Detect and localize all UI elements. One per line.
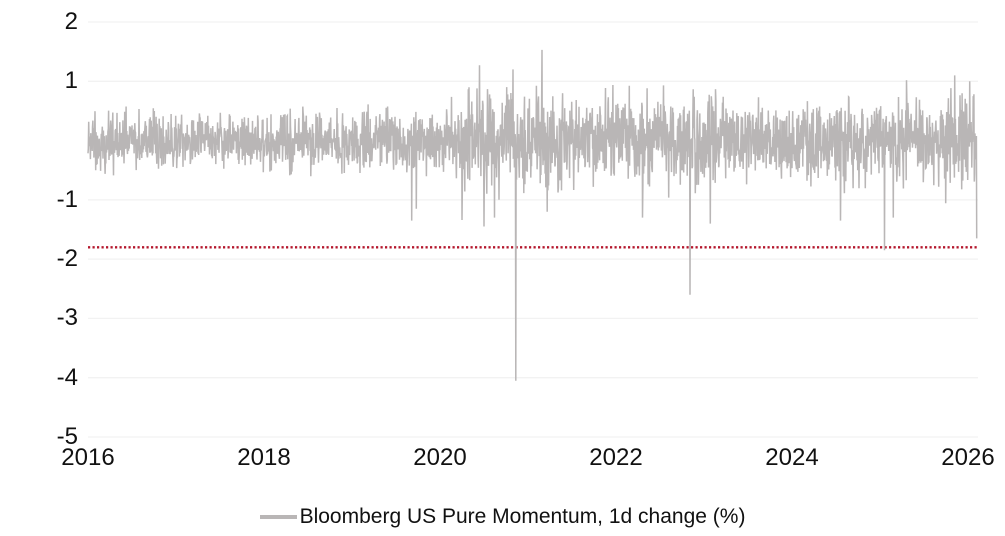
- y-tick-label: 2: [64, 8, 78, 35]
- series-layer: [87, 49, 978, 381]
- x-tick-label: 2024: [765, 444, 819, 471]
- y-tick-label: -4: [56, 364, 78, 391]
- x-tick-label: 2020: [413, 444, 467, 471]
- y-tick-label: -3: [56, 304, 78, 331]
- legend-line-swatch-icon: [259, 515, 297, 519]
- x-tick-label: 2018: [237, 444, 291, 471]
- series-line: [87, 49, 978, 381]
- y-tick-label: -2: [56, 245, 78, 272]
- y-tick-label: -5: [56, 423, 78, 450]
- y-tick-label: 1: [64, 67, 78, 94]
- x-tick-label: 2016: [61, 444, 115, 471]
- x-tick-label: 2026: [941, 444, 995, 471]
- legend-label: Bloomberg US Pure Momentum, 1d change (%…: [299, 505, 746, 528]
- x-tick-label: 2022: [589, 444, 643, 471]
- legend: Bloomberg US Pure Momentum, 1d change (%…: [0, 504, 1005, 530]
- gridlines: [88, 21, 978, 438]
- y-tick-label: -1: [56, 186, 78, 213]
